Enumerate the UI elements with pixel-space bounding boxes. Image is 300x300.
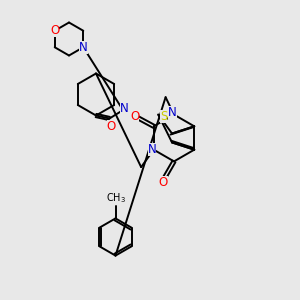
Text: N: N — [120, 102, 129, 115]
Text: N: N — [168, 106, 177, 119]
Text: S: S — [160, 110, 167, 123]
Text: O: O — [107, 119, 116, 133]
Text: O: O — [130, 110, 139, 123]
Text: O: O — [159, 176, 168, 189]
Text: O: O — [50, 24, 59, 37]
Text: CH$_3$: CH$_3$ — [106, 191, 126, 205]
Text: N: N — [79, 41, 88, 54]
Text: N: N — [148, 143, 156, 156]
